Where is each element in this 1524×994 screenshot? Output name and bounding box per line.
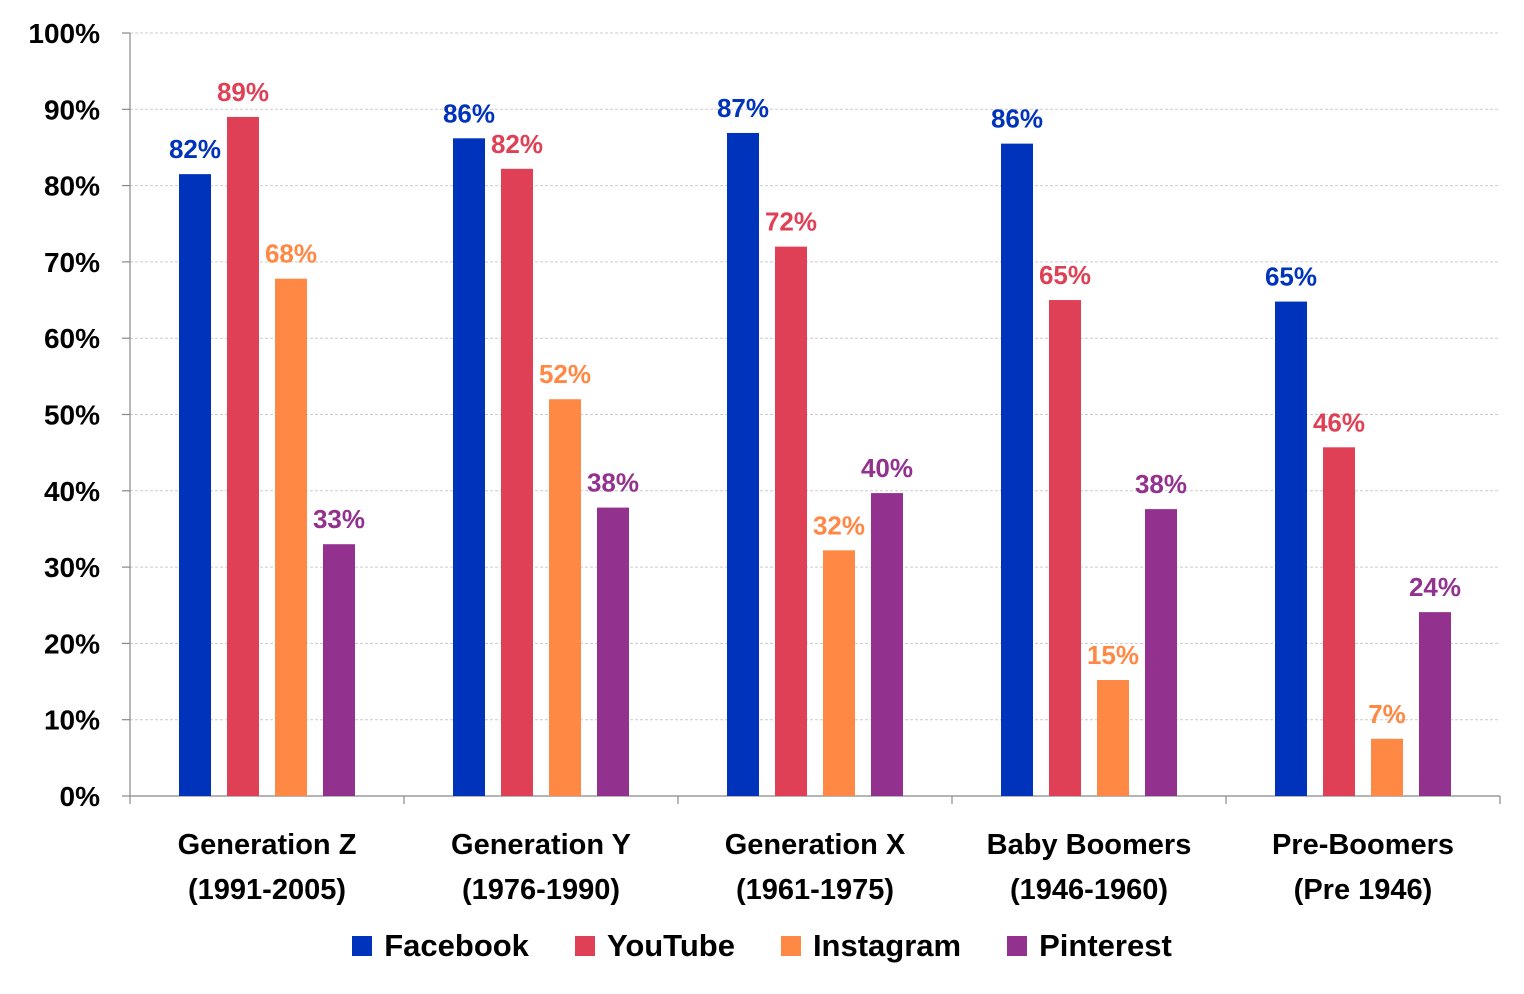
legend-item-youtube: YouTube <box>574 928 735 964</box>
bar-youtube <box>1323 447 1355 796</box>
bar-pinterest <box>1419 612 1451 796</box>
x-category-label: (1976-1990) <box>462 874 620 906</box>
bar-instagram <box>1097 680 1129 796</box>
legend-label: Instagram <box>812 928 962 963</box>
data-label-pinterest: 40% <box>861 453 913 483</box>
bar-instagram <box>823 550 855 796</box>
legend-swatch <box>780 936 801 956</box>
legend-label: Facebook <box>384 928 529 963</box>
bar-pinterest <box>1145 509 1177 796</box>
x-category-label: (1946-1960) <box>1010 874 1168 906</box>
x-category-label: Generation Z <box>178 829 357 861</box>
data-label-facebook: 86% <box>443 98 495 128</box>
legend-swatch <box>1007 936 1028 956</box>
data-label-instagram: 15% <box>1087 640 1139 670</box>
legend-swatch <box>574 936 595 956</box>
data-label-youtube: 82% <box>491 129 543 159</box>
legend-item-pinterest: Pinterest <box>1007 928 1172 964</box>
data-label-youtube: 46% <box>1313 407 1365 437</box>
legend-swatch <box>352 936 373 956</box>
data-label-youtube: 89% <box>217 77 269 107</box>
y-tick-label: 0% <box>60 781 101 812</box>
data-label-pinterest: 38% <box>1135 469 1187 499</box>
y-tick-label: 20% <box>44 628 100 659</box>
bars <box>179 116 1451 797</box>
bar-facebook <box>1001 143 1033 796</box>
x-category-label: Generation Y <box>451 829 631 861</box>
data-label-youtube: 72% <box>765 207 817 237</box>
bar-pinterest <box>871 493 903 796</box>
y-tick-label: 60% <box>44 323 100 354</box>
data-label-instagram: 32% <box>813 510 865 540</box>
data-label-instagram: 68% <box>265 239 317 269</box>
x-category-label: Pre-Boomers <box>1272 829 1454 861</box>
data-label-facebook: 86% <box>991 104 1043 134</box>
x-category-label: (1991-2005) <box>188 874 346 906</box>
legend: Facebook YouTube Instagram Pinterest <box>0 928 1524 964</box>
bar-instagram <box>549 399 581 796</box>
axes <box>122 32 1501 804</box>
x-category-label: (1961-1975) <box>736 874 894 906</box>
legend-label: YouTube <box>606 928 735 963</box>
data-label-facebook: 82% <box>169 134 221 164</box>
bar-facebook <box>727 132 759 796</box>
bar-facebook <box>1275 301 1307 796</box>
bar-pinterest <box>323 544 355 796</box>
data-label-facebook: 65% <box>1265 262 1317 292</box>
legend-item-facebook: Facebook <box>352 928 529 964</box>
legend-label: Pinterest <box>1039 928 1172 963</box>
bar-youtube <box>1049 300 1081 796</box>
y-tick-label: 100% <box>28 18 100 49</box>
bar-pinterest <box>597 507 629 796</box>
data-label-instagram: 52% <box>539 359 591 389</box>
y-tick-label: 10% <box>44 705 100 736</box>
bar-instagram <box>1371 738 1403 796</box>
y-tick-label: 40% <box>44 476 100 507</box>
bar-youtube <box>775 246 807 796</box>
data-label-pinterest: 38% <box>587 468 639 498</box>
data-labels: 82%89%68%33%86%82%52%38%87%72%32%40%86%6… <box>169 77 1461 729</box>
y-axis-ticks: 0% 10% 20% 30% 40% 50% 60% 70% 80% 90% 100% <box>28 18 100 812</box>
y-tick-label: 80% <box>44 171 100 202</box>
bar-facebook <box>179 174 211 796</box>
y-tick-label: 30% <box>44 552 100 583</box>
x-category-label: Baby Boomers <box>987 829 1192 861</box>
y-tick-label: 50% <box>44 400 100 431</box>
y-tick-label: 90% <box>44 94 100 125</box>
x-category-label: (Pre 1946) <box>1294 874 1433 906</box>
x-axis-categories: Generation Z (1991-2005) Generation Y (1976… <box>178 829 1454 906</box>
bar-instagram <box>275 278 307 796</box>
x-category-label: Generation X <box>725 829 906 861</box>
bar-youtube <box>501 168 533 797</box>
y-tick-label: 70% <box>44 247 100 278</box>
data-label-instagram: 7% <box>1368 699 1406 729</box>
data-label-youtube: 65% <box>1039 260 1091 290</box>
bar-facebook <box>453 138 485 796</box>
data-label-facebook: 87% <box>717 93 769 123</box>
legend-item-instagram: Instagram <box>780 928 962 964</box>
data-label-pinterest: 33% <box>313 504 365 534</box>
bar-youtube <box>227 116 259 797</box>
gridlines <box>130 32 1500 721</box>
data-label-pinterest: 24% <box>1409 572 1461 602</box>
